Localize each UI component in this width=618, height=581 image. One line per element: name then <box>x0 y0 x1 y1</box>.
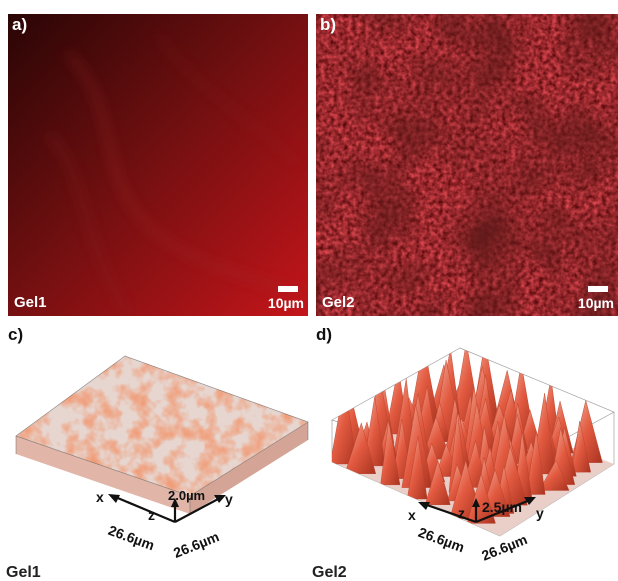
panel-d-3d-render: d) x y z 2.5µm 26.6µm 26.6µm G <box>310 324 618 581</box>
surface-peak <box>425 459 451 505</box>
panel-d-axis-z: z <box>458 505 465 521</box>
panel-c-gel-label: Gel1 <box>6 564 41 581</box>
panel-c-axis-z: z <box>148 507 155 523</box>
panel-a-micrograph: a) Gel1 10µm <box>8 14 308 316</box>
surface-peak <box>363 396 386 467</box>
gel2-fluorescence-image <box>316 14 618 316</box>
surface-peak <box>344 422 377 474</box>
panel-b-scale-bar <box>588 286 608 292</box>
gel1-3d-surface: x y z 2.0µm 26.6µm 26.6µm <box>15 355 309 561</box>
panel-c-3d-render: c) x y z 2.0µm 26.6 <box>0 324 310 581</box>
panel-c-z-dimension: 2.0µm <box>168 488 205 503</box>
panel-d-z-dimension: 2.5µm <box>482 499 522 515</box>
gel2-3d-surface: x y z 2.5µm 26.6µm 26.6µm <box>331 347 615 564</box>
surface-peak <box>466 473 496 524</box>
panel-d-axis-x: x <box>408 507 416 523</box>
panel-a-scale-bar <box>278 286 298 292</box>
panel-c-y-dimension: 26.6µm <box>171 528 221 561</box>
panel-b-gel-label: Gel2 <box>322 294 355 311</box>
panel-label-a: a) <box>12 15 28 34</box>
gel1-fluorescence-image <box>8 14 308 316</box>
surface-peak <box>526 430 546 495</box>
surface-peak <box>406 436 428 500</box>
panel-c-axis-y: y <box>225 491 233 507</box>
panel-b-micrograph: b) Gel2 10µm <box>316 14 618 316</box>
panel-b-scale-label: 10µm <box>577 295 614 311</box>
panel-label-c: c) <box>8 325 24 344</box>
panel-c-axis-x: x <box>96 489 104 505</box>
panel-a-scale-label: 10µm <box>267 295 304 311</box>
panel-a-gel-label: Gel1 <box>14 294 47 311</box>
panel-d-axis-y: y <box>536 505 544 521</box>
surface-peak <box>571 421 591 473</box>
surface-peak <box>332 383 358 465</box>
panel-label-d: d) <box>316 325 333 344</box>
surface-peak <box>538 459 570 491</box>
panel-d-y-dimension: 26.6µm <box>479 531 529 564</box>
panel-d-x-dimension: 26.6µm <box>416 524 466 555</box>
panel-d-gel-label: Gel2 <box>312 564 347 581</box>
gel2-peaks <box>332 348 603 524</box>
panel-c-x-dimension: 26.6µm <box>106 522 156 553</box>
surface-peak <box>380 420 401 486</box>
panel-label-b: b) <box>320 15 337 34</box>
